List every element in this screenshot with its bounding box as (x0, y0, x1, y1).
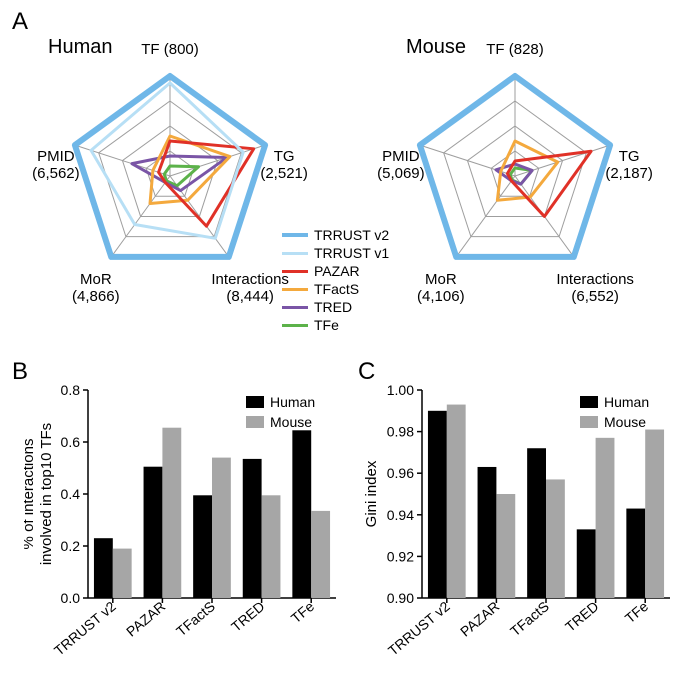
svg-text:PAZAR: PAZAR (123, 598, 168, 640)
legend-label: PAZAR (314, 263, 360, 279)
radar-axis-label-tg: TG(2,521) (260, 148, 308, 183)
svg-text:TRRUST v2: TRRUST v2 (385, 598, 453, 659)
svg-text:Human: Human (604, 394, 649, 410)
panel-label-a: A (12, 8, 28, 36)
radar-axis-label-tf: TF (828) (486, 41, 544, 58)
svg-text:TFactS: TFactS (507, 598, 552, 639)
radar-axis-label-tg: TG(2,187) (605, 148, 653, 183)
svg-text:Gini index: Gini index (363, 460, 380, 527)
svg-text:0.0: 0.0 (61, 590, 81, 606)
legend-item: TRRUST v1 (282, 245, 389, 261)
legend-item: PAZAR (282, 263, 389, 279)
svg-text:TRED: TRED (228, 598, 267, 635)
svg-text:0.92: 0.92 (387, 548, 414, 564)
svg-text:0.96: 0.96 (387, 465, 414, 481)
svg-text:0.4: 0.4 (61, 486, 81, 502)
svg-text:0.90: 0.90 (387, 590, 414, 606)
svg-text:Human: Human (270, 394, 315, 410)
svg-text:1.00: 1.00 (387, 382, 414, 398)
radar-axis-label-mor: MoR(4,106) (417, 271, 465, 306)
svg-text:PAZAR: PAZAR (457, 598, 502, 640)
radar-axis-label-interactions: Interactions(8,444) (211, 271, 289, 306)
svg-text:0.8: 0.8 (61, 382, 81, 398)
radar-axis-label-pmid: PMID(6,562) (32, 148, 80, 183)
svg-text:involved in top10 TFs: involved in top10 TFs (38, 423, 55, 565)
svg-text:% of interactions: % of interactions (24, 439, 37, 550)
radar-axis-label-tf: TF (800) (141, 41, 199, 58)
legend-label: TFactS (314, 281, 359, 297)
svg-text:TRRUST v2: TRRUST v2 (51, 598, 119, 659)
figure: A B C Human Mouse TF (800)TG(2,521)Inter… (0, 0, 685, 691)
svg-text:0.94: 0.94 (387, 507, 414, 523)
barchart-b: 0.0 0.2 0.4 0.6 0.8 % of interactionsinvolved… (24, 380, 342, 680)
svg-text:TFactS: TFactS (173, 598, 218, 639)
legend-label: TRED (314, 299, 352, 315)
radar-axis-label-interactions: Interactions(6,552) (556, 271, 634, 306)
svg-text:0.2: 0.2 (61, 538, 81, 554)
legend-item: TRRUST v2 (282, 227, 389, 243)
legend-label: TRRUST v2 (314, 227, 389, 243)
radar-axis-label-mor: MoR(4,866) (72, 271, 120, 306)
svg-text:TRED: TRED (562, 598, 601, 635)
svg-text:TFe: TFe (622, 598, 652, 626)
legend-item: TFactS (282, 281, 389, 297)
radar-axis-label-pmid: PMID(5,069) (377, 148, 425, 183)
svg-text:0.6: 0.6 (61, 434, 81, 450)
legend-label: TFe (314, 317, 339, 333)
svg-text:0.98: 0.98 (387, 424, 414, 440)
legend-item: TFe (282, 317, 389, 333)
legend-item: TRED (282, 299, 389, 315)
legend-label: TRRUST v1 (314, 245, 389, 261)
svg-text:TFe: TFe (288, 598, 318, 626)
svg-text:Mouse: Mouse (604, 414, 646, 430)
legend-radar: TRRUST v2 TRRUST v1 PAZAR TFactS TRED TFe (282, 225, 389, 335)
svg-text:Mouse: Mouse (270, 414, 312, 430)
barchart-c: 0.90 0.92 0.94 0.96 0.98 1.00 Gini index TRRUST… (358, 380, 676, 680)
